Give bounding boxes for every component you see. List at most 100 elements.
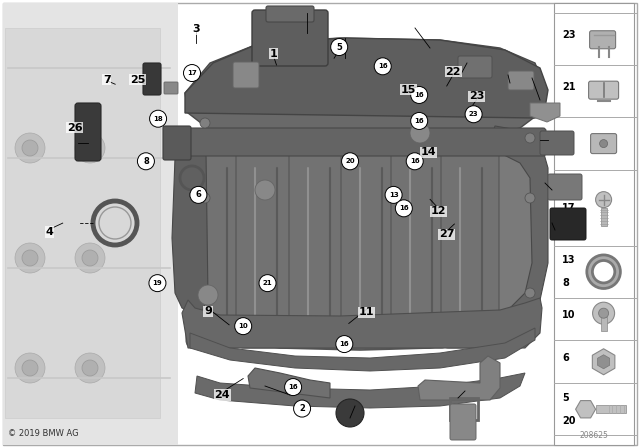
Circle shape bbox=[600, 140, 607, 147]
Circle shape bbox=[336, 336, 353, 353]
FancyBboxPatch shape bbox=[182, 128, 546, 156]
Polygon shape bbox=[490, 126, 548, 320]
Circle shape bbox=[525, 193, 535, 203]
Circle shape bbox=[259, 275, 276, 292]
Circle shape bbox=[149, 275, 166, 292]
Text: 8: 8 bbox=[562, 278, 569, 288]
FancyBboxPatch shape bbox=[236, 144, 294, 348]
Circle shape bbox=[75, 133, 105, 163]
FancyBboxPatch shape bbox=[3, 3, 637, 445]
Circle shape bbox=[525, 133, 535, 143]
FancyBboxPatch shape bbox=[540, 131, 574, 155]
Circle shape bbox=[15, 353, 45, 383]
Text: 16: 16 bbox=[414, 92, 424, 98]
Polygon shape bbox=[418, 356, 500, 400]
Text: 24: 24 bbox=[214, 390, 230, 400]
Polygon shape bbox=[185, 38, 545, 138]
Text: 208625: 208625 bbox=[580, 431, 609, 440]
FancyBboxPatch shape bbox=[589, 31, 616, 49]
Circle shape bbox=[593, 302, 614, 324]
Circle shape bbox=[294, 400, 310, 417]
Text: 13: 13 bbox=[388, 192, 399, 198]
FancyBboxPatch shape bbox=[450, 404, 476, 440]
Polygon shape bbox=[593, 349, 615, 375]
Circle shape bbox=[198, 285, 218, 305]
Polygon shape bbox=[248, 368, 330, 398]
Circle shape bbox=[190, 186, 207, 203]
Circle shape bbox=[15, 243, 45, 273]
FancyBboxPatch shape bbox=[600, 317, 607, 331]
Circle shape bbox=[285, 379, 301, 396]
Text: 18: 18 bbox=[562, 178, 575, 189]
Text: © 2019 BMW AG: © 2019 BMW AG bbox=[8, 429, 79, 438]
Text: 1: 1 bbox=[270, 49, 278, 59]
Circle shape bbox=[15, 133, 45, 163]
Circle shape bbox=[595, 263, 612, 281]
Text: 11: 11 bbox=[359, 307, 374, 317]
Polygon shape bbox=[177, 138, 542, 350]
Text: 27: 27 bbox=[439, 229, 454, 239]
Text: 16: 16 bbox=[399, 205, 409, 211]
Polygon shape bbox=[195, 373, 525, 408]
FancyBboxPatch shape bbox=[186, 144, 244, 348]
Text: 26: 26 bbox=[67, 123, 83, 133]
Circle shape bbox=[200, 288, 210, 298]
Text: 20: 20 bbox=[562, 416, 575, 426]
Text: 5: 5 bbox=[562, 393, 569, 403]
Text: 8: 8 bbox=[143, 157, 148, 166]
FancyBboxPatch shape bbox=[441, 144, 499, 348]
FancyBboxPatch shape bbox=[591, 134, 616, 154]
Circle shape bbox=[200, 193, 210, 203]
Text: 10: 10 bbox=[562, 310, 575, 320]
FancyBboxPatch shape bbox=[341, 144, 399, 348]
Polygon shape bbox=[530, 103, 560, 122]
Circle shape bbox=[75, 243, 105, 273]
FancyBboxPatch shape bbox=[5, 28, 160, 418]
Text: 6: 6 bbox=[195, 190, 202, 199]
Text: 20: 20 bbox=[345, 158, 355, 164]
Circle shape bbox=[255, 180, 275, 200]
Text: 6: 6 bbox=[562, 353, 569, 363]
Circle shape bbox=[184, 65, 200, 82]
Text: 9: 9 bbox=[204, 306, 212, 316]
Polygon shape bbox=[598, 355, 610, 369]
Circle shape bbox=[385, 186, 402, 203]
FancyBboxPatch shape bbox=[266, 6, 314, 22]
Polygon shape bbox=[182, 298, 542, 348]
Text: 16: 16 bbox=[410, 158, 420, 164]
Text: 16: 16 bbox=[562, 227, 575, 237]
Text: 17: 17 bbox=[187, 70, 197, 76]
Text: 14: 14 bbox=[421, 147, 436, 157]
Text: 2: 2 bbox=[299, 404, 305, 413]
Circle shape bbox=[22, 360, 38, 376]
Text: 21: 21 bbox=[562, 82, 575, 92]
Circle shape bbox=[374, 58, 391, 75]
Circle shape bbox=[342, 153, 358, 170]
Polygon shape bbox=[575, 401, 596, 418]
FancyBboxPatch shape bbox=[548, 174, 582, 200]
FancyBboxPatch shape bbox=[596, 405, 626, 413]
FancyBboxPatch shape bbox=[163, 126, 191, 160]
FancyBboxPatch shape bbox=[554, 3, 634, 445]
FancyBboxPatch shape bbox=[550, 208, 586, 240]
Text: 16: 16 bbox=[378, 63, 388, 69]
Text: 12: 12 bbox=[431, 207, 446, 216]
Text: 7: 7 bbox=[103, 75, 111, 85]
Circle shape bbox=[410, 123, 430, 143]
Circle shape bbox=[331, 39, 348, 56]
Text: 5: 5 bbox=[336, 43, 342, 52]
FancyBboxPatch shape bbox=[164, 82, 178, 94]
Text: 22: 22 bbox=[445, 67, 461, 77]
Text: 15: 15 bbox=[401, 85, 416, 95]
FancyBboxPatch shape bbox=[75, 103, 101, 161]
FancyBboxPatch shape bbox=[508, 71, 534, 90]
Text: 17: 17 bbox=[562, 202, 575, 213]
Circle shape bbox=[82, 360, 98, 376]
FancyBboxPatch shape bbox=[589, 81, 619, 99]
Circle shape bbox=[598, 308, 609, 318]
Circle shape bbox=[465, 106, 482, 123]
Circle shape bbox=[150, 110, 166, 127]
Text: 16: 16 bbox=[288, 384, 298, 390]
Text: 19: 19 bbox=[562, 134, 575, 145]
Text: 16: 16 bbox=[339, 341, 349, 347]
